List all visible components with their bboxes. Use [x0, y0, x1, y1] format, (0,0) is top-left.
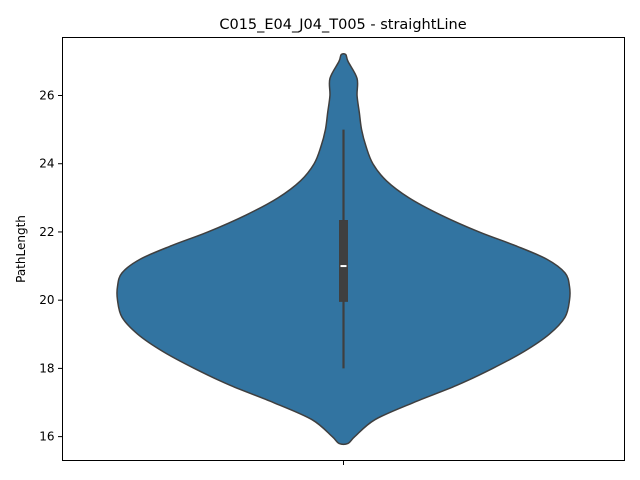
violin-median-marker — [340, 265, 347, 268]
chart-title: C015_E04_J04_T005 - straightLine — [219, 17, 466, 33]
y-tick-label: 22 — [39, 225, 54, 239]
y-axis-ticks: 16 18 20 22 24 26 — [39, 88, 63, 444]
y-tick-label: 24 — [39, 157, 54, 171]
y-tick-label: 16 — [39, 430, 54, 444]
y-tick-label: 18 — [39, 361, 54, 375]
y-tick-label: 26 — [39, 88, 54, 102]
plot-area — [116, 52, 571, 446]
y-tick-label: 20 — [39, 293, 54, 307]
y-axis-label: PathLength — [14, 215, 28, 283]
violin-iqr-box — [339, 220, 348, 302]
